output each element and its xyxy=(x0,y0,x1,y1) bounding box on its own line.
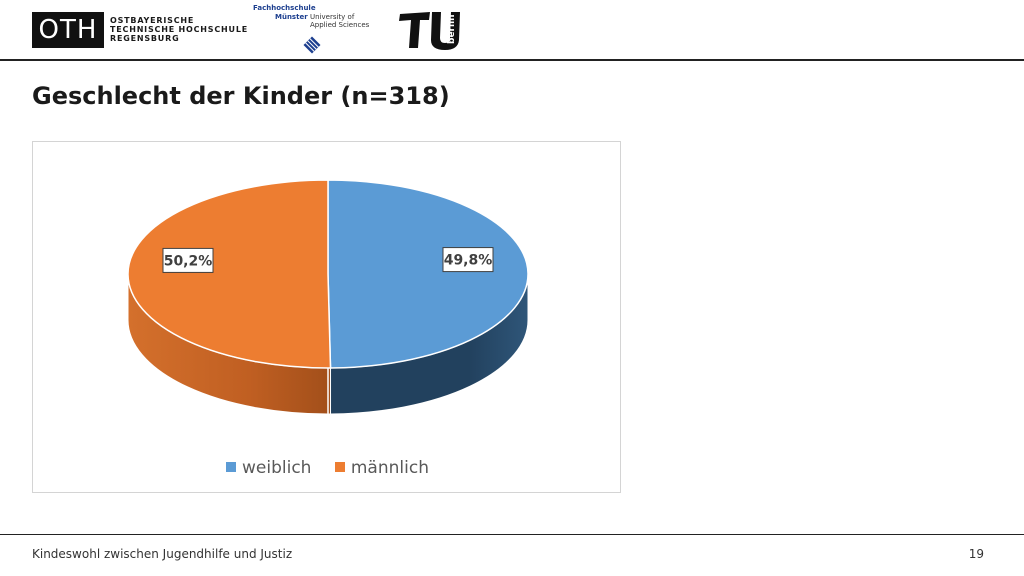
fh-muenster-logo: Fachhochschule Münster University of App… xyxy=(253,4,373,56)
data-label-text: 50,2% xyxy=(164,253,213,269)
fh-logo-line: Applied Sciences xyxy=(310,21,370,29)
oth-logo-letters: OTH xyxy=(38,15,98,45)
logo-bar: OTH OSTBAYERISCHE TECHNISCHE HOCHSCHULE … xyxy=(0,0,1024,60)
fh-logo-name: Fachhochschule Münster xyxy=(253,4,316,22)
fh-logo-line: Münster xyxy=(275,13,308,21)
oth-logo-line: REGENSBURG xyxy=(110,34,180,43)
legend-swatch xyxy=(334,462,345,472)
data-label-männlich: 50,2% xyxy=(162,247,214,273)
oth-logo-text: OSTBAYERISCHE TECHNISCHE HOCHSCHULE REGE… xyxy=(110,16,248,43)
fh-logo-line: University of xyxy=(310,13,355,21)
oth-logo: OTH xyxy=(32,12,104,48)
pie-chart-plot: 49,8% 50,2% xyxy=(127,179,529,415)
pie-chart: 49,8% 50,2% weiblich männlich xyxy=(32,141,621,493)
legend-label: männlich xyxy=(350,458,429,478)
tu-berlin-logo: berlin xyxy=(399,12,460,50)
pie-slice-männlich xyxy=(127,179,332,369)
oth-logo-line: OSTBAYERISCHE xyxy=(110,16,195,25)
data-label-weiblich: 49,8% xyxy=(442,247,494,273)
data-label-box xyxy=(442,247,494,273)
data-label-box xyxy=(162,247,214,273)
oth-logo-line: TECHNISCHE HOCHSCHULE xyxy=(110,25,248,34)
legend-item-weiblich: weiblich xyxy=(226,456,311,480)
pie-slice-weiblich xyxy=(327,179,529,369)
legend-item-maennlich: männlich xyxy=(334,456,429,480)
footer-text: Kindeswohl zwischen Jugendhilfe und Just… xyxy=(32,547,293,561)
legend-label: weiblich xyxy=(242,458,312,478)
header-rule xyxy=(0,59,1024,61)
footer-rule xyxy=(0,534,1024,535)
chart-legend: weiblich männlich xyxy=(33,456,622,480)
legend-swatch xyxy=(226,462,237,472)
fh-logo-subtitle: University of Applied Sciences xyxy=(310,13,369,29)
page-number: 19 xyxy=(968,547,984,561)
data-label-text: 49,8% xyxy=(444,253,493,269)
fh-logo-line: Fachhochschule xyxy=(253,4,316,12)
page-title: Geschlecht der Kinder (n=318) xyxy=(32,82,450,110)
tu-logo-text: berlin xyxy=(447,14,457,44)
fh-logo-mark-icon xyxy=(303,36,321,54)
